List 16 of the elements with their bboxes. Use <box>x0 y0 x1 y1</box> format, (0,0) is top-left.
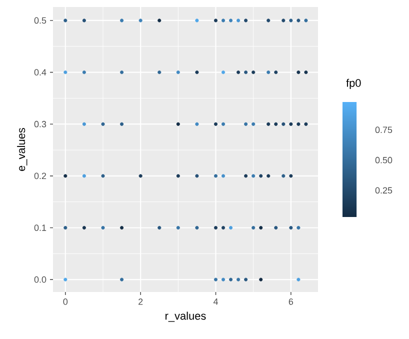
y-tick-label: 0.3 <box>34 120 46 128</box>
x-tick-label: 6 <box>288 298 294 305</box>
x-tick-label: 4 <box>213 298 218 305</box>
color-bar-label: 0.25 <box>375 187 392 194</box>
y-axis-title: e_values <box>17 128 28 171</box>
color-bar-title: fp0 <box>346 78 361 90</box>
x-axis-title: r_values <box>166 312 206 322</box>
y-tick-label: 0.0 <box>34 276 46 283</box>
color-bar-label: 0.50 <box>375 156 392 164</box>
x-tick-label: 0 <box>63 298 68 305</box>
color-bar-label: 0.75 <box>375 126 392 134</box>
y-tick-label: 0.1 <box>34 224 46 231</box>
x-tick-label: 2 <box>138 298 143 305</box>
y-tick-label: 0.4 <box>34 69 46 76</box>
y-tick-label: 0.2 <box>34 172 46 180</box>
y-tick-label: 0.5 <box>34 17 46 24</box>
